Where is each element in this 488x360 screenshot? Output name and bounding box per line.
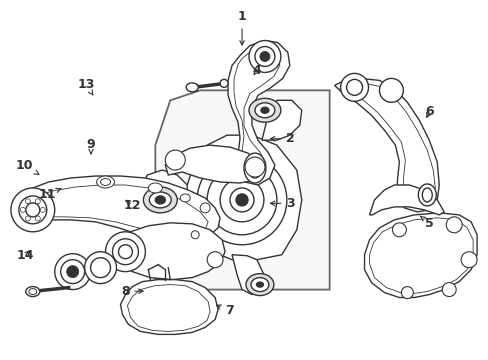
Polygon shape xyxy=(364,213,476,298)
Circle shape xyxy=(118,245,132,259)
Ellipse shape xyxy=(186,83,198,92)
Circle shape xyxy=(236,194,247,206)
Polygon shape xyxy=(142,170,187,210)
Circle shape xyxy=(229,188,253,212)
Ellipse shape xyxy=(29,289,37,294)
Text: 4: 4 xyxy=(252,64,261,77)
Ellipse shape xyxy=(251,163,258,172)
Circle shape xyxy=(90,258,110,278)
Text: 13: 13 xyxy=(77,78,95,95)
Circle shape xyxy=(248,41,280,72)
Polygon shape xyxy=(334,78,438,212)
Ellipse shape xyxy=(148,183,162,193)
Circle shape xyxy=(254,46,274,67)
Circle shape xyxy=(66,266,79,278)
Text: 2: 2 xyxy=(270,132,295,145)
Circle shape xyxy=(200,203,210,213)
Text: 8: 8 xyxy=(121,285,143,298)
Circle shape xyxy=(40,207,45,212)
Ellipse shape xyxy=(417,184,435,206)
Ellipse shape xyxy=(422,188,431,202)
Circle shape xyxy=(35,216,40,221)
Polygon shape xyxy=(120,280,218,334)
Circle shape xyxy=(220,178,264,222)
Circle shape xyxy=(20,207,25,212)
Text: 1: 1 xyxy=(237,10,246,45)
Ellipse shape xyxy=(149,192,171,208)
Ellipse shape xyxy=(96,176,114,188)
Text: 11: 11 xyxy=(39,188,61,201)
Circle shape xyxy=(220,80,227,87)
Circle shape xyxy=(446,217,461,233)
Circle shape xyxy=(35,199,40,204)
Ellipse shape xyxy=(143,187,177,213)
Polygon shape xyxy=(262,100,301,140)
Circle shape xyxy=(105,232,145,272)
Text: 6: 6 xyxy=(425,105,433,118)
Ellipse shape xyxy=(248,98,280,122)
Ellipse shape xyxy=(245,274,273,296)
Circle shape xyxy=(165,150,185,170)
Circle shape xyxy=(244,157,264,177)
Text: 5: 5 xyxy=(419,216,433,230)
Ellipse shape xyxy=(101,179,110,185)
Circle shape xyxy=(260,51,269,62)
Text: 3: 3 xyxy=(270,197,294,210)
Polygon shape xyxy=(155,90,329,289)
Circle shape xyxy=(191,231,199,239)
Polygon shape xyxy=(110,223,224,280)
Ellipse shape xyxy=(244,153,265,183)
Circle shape xyxy=(207,165,276,235)
Text: 12: 12 xyxy=(123,199,141,212)
Text: 14: 14 xyxy=(17,249,34,262)
Polygon shape xyxy=(369,185,443,215)
Text: 10: 10 xyxy=(16,159,39,174)
Circle shape xyxy=(19,196,47,224)
Ellipse shape xyxy=(26,287,40,297)
Polygon shape xyxy=(165,145,262,183)
Circle shape xyxy=(441,283,455,297)
Circle shape xyxy=(346,80,362,95)
Circle shape xyxy=(25,199,30,204)
Polygon shape xyxy=(182,135,301,260)
Polygon shape xyxy=(232,255,264,294)
Polygon shape xyxy=(227,41,289,185)
Ellipse shape xyxy=(256,282,263,287)
Ellipse shape xyxy=(254,103,274,118)
Text: 9: 9 xyxy=(86,138,95,154)
Circle shape xyxy=(401,287,412,298)
Circle shape xyxy=(11,188,55,232)
Circle shape xyxy=(55,254,90,289)
Text: 7: 7 xyxy=(216,305,234,318)
Ellipse shape xyxy=(180,194,190,202)
Circle shape xyxy=(26,203,40,217)
Polygon shape xyxy=(13,176,220,242)
Circle shape xyxy=(207,252,223,268)
Circle shape xyxy=(61,260,84,284)
Circle shape xyxy=(197,155,286,245)
Ellipse shape xyxy=(247,158,262,178)
Ellipse shape xyxy=(155,196,165,204)
Circle shape xyxy=(379,78,403,102)
Ellipse shape xyxy=(250,278,268,292)
Circle shape xyxy=(25,216,30,221)
Ellipse shape xyxy=(261,107,268,113)
Circle shape xyxy=(340,73,368,101)
Circle shape xyxy=(460,252,476,268)
Circle shape xyxy=(84,252,116,284)
Circle shape xyxy=(112,239,138,265)
Circle shape xyxy=(392,223,406,237)
